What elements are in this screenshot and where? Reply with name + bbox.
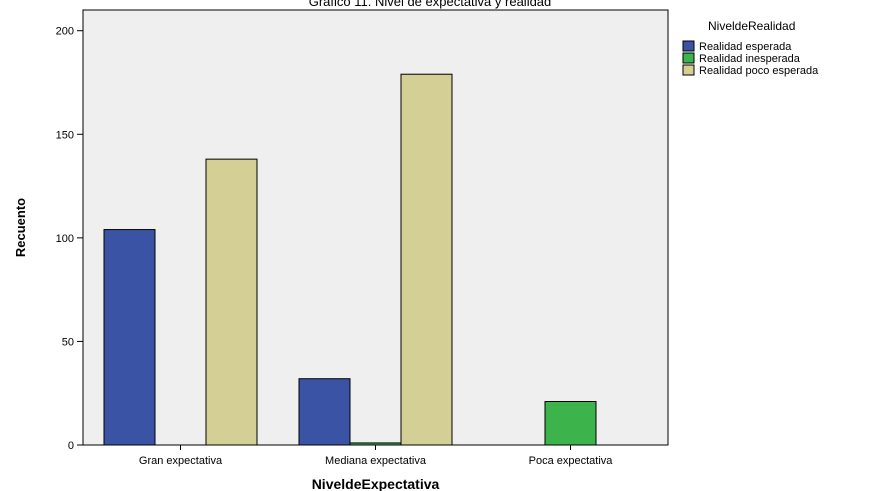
legend-title: NiveldeRealidad — [708, 19, 795, 33]
legend-label: Realidad esperada — [699, 41, 792, 53]
y-tick-label: 0 — [68, 440, 74, 452]
y-tick-label: 150 — [56, 129, 74, 141]
y-axis-title: Recuento — [13, 198, 28, 257]
y-axis: 0 50 100 150 200 — [56, 26, 83, 452]
y-tick-label: 100 — [56, 233, 74, 245]
chart-title: Gráfico 11. Nivel de expectativa y reali… — [309, 0, 552, 9]
bars-group — [103, 73, 597, 446]
x-axis-title: NiveldeExpectativa — [312, 476, 440, 491]
x-axis: Gran expectativa Mediana expectativa Poca … — [139, 445, 613, 467]
x-tick-label: Gran expectativa — [139, 455, 223, 467]
x-tick-label: Mediana expectativa — [325, 455, 427, 467]
y-tick-label: 50 — [62, 336, 74, 348]
legend-swatch — [682, 52, 695, 64]
plot-area — [82, 9, 669, 446]
bar — [103, 229, 156, 446]
x-tick-label: Poca expectativa — [529, 455, 614, 467]
bar — [298, 378, 351, 446]
bar — [544, 401, 597, 446]
y-tick-label: 200 — [56, 26, 74, 38]
legend-label: Realidad inesperada — [699, 53, 801, 65]
legend-label: Realidad poco esperada — [699, 65, 819, 77]
legend: NiveldeRealidad Realidad esperadaRealida… — [682, 19, 819, 77]
legend-swatch — [682, 64, 695, 76]
bar — [400, 73, 453, 446]
bar — [205, 158, 258, 446]
bar — [349, 442, 402, 446]
legend-swatch — [682, 40, 695, 52]
